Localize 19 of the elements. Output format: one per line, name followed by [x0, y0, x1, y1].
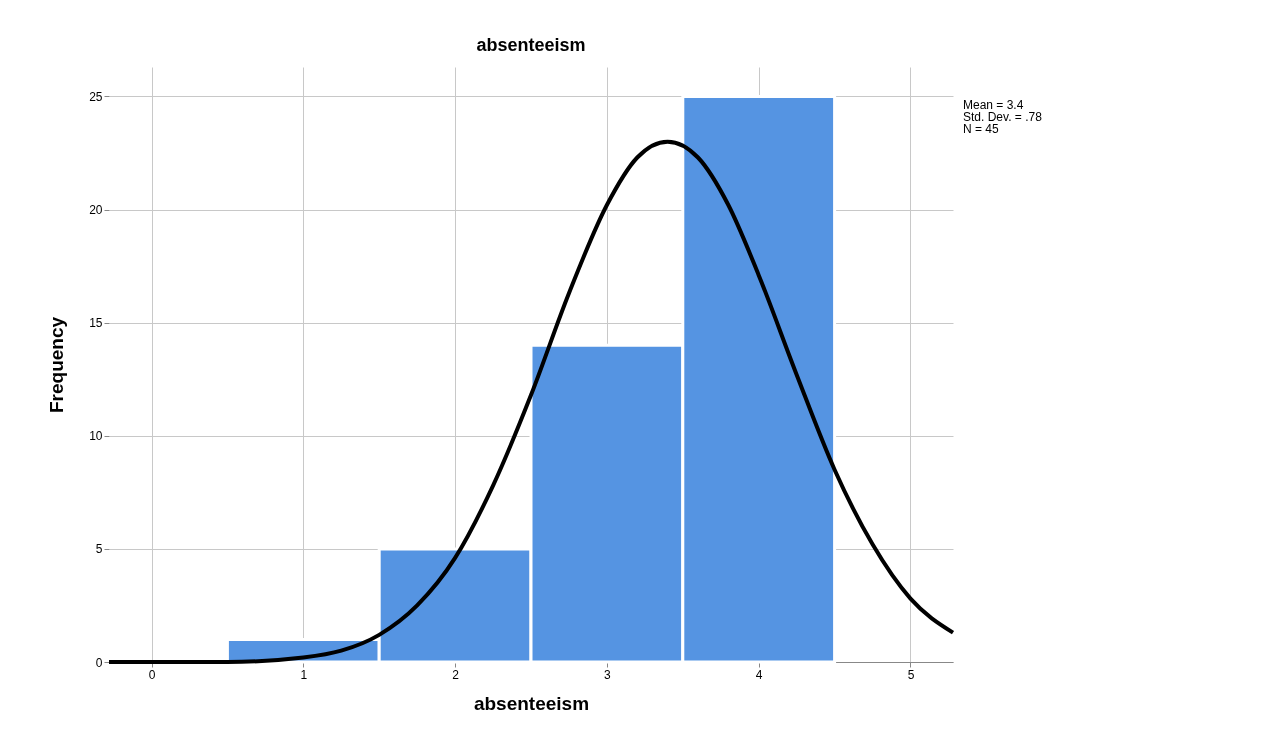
y-tick-label: 15 — [89, 316, 103, 331]
text: Mean = 3.4 — [963, 98, 1025, 112]
y-axis-title: Frequency — [46, 316, 68, 414]
y-tick-label: 20 — [89, 203, 103, 218]
y-tick-label: 5 — [95, 542, 103, 557]
y-tick-label: 0 — [95, 655, 103, 670]
text: Std. Dev. = .78 — [963, 110, 1042, 124]
x-tick-label: 5 — [907, 667, 915, 682]
chart-title: absenteeism — [476, 35, 586, 55]
text: N = 45 — [963, 122, 1000, 136]
x-tick-label: 1 — [300, 667, 308, 682]
y-tick-label: 25 — [89, 89, 103, 104]
x-tick-label: 2 — [452, 667, 460, 682]
x-tick-label: 3 — [604, 667, 612, 682]
x-axis-title: absenteeism — [473, 692, 590, 714]
x-tick-label: 4 — [755, 667, 763, 682]
x-tick-label: 0 — [148, 667, 156, 682]
y-tick-label: 10 — [89, 429, 103, 444]
line-series — [107, 139, 955, 664]
